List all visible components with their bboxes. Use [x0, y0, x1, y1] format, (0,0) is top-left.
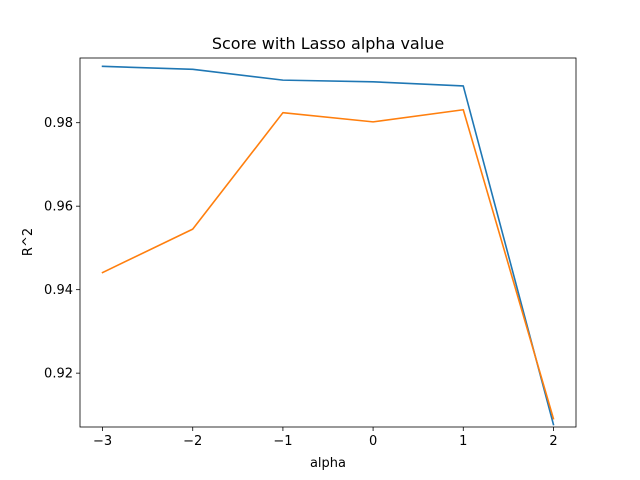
chart-title: Score with Lasso alpha value	[212, 34, 444, 53]
axes-frame	[79, 57, 577, 428]
series-line-1	[101, 65, 555, 426]
x-axis-ticks: −3 −2 −1 0 1 2	[93, 427, 558, 449]
x-tick-label: 0	[369, 434, 377, 449]
plot-area	[80, 58, 576, 427]
x-tick-label: 1	[459, 434, 467, 449]
x-tick-label: −1	[273, 434, 292, 449]
y-tick-label: 0.94	[44, 283, 73, 298]
x-tick-label: −3	[93, 434, 112, 449]
series-line-2	[101, 108, 555, 420]
x-tick-label: 2	[549, 434, 557, 449]
y-tick-label: 0.92	[44, 367, 73, 382]
x-tick-label: −2	[183, 434, 202, 449]
y-tick-label: 0.98	[44, 116, 73, 131]
x-axis-label: alpha	[310, 456, 346, 471]
y-axis-label: R^2	[21, 228, 36, 256]
y-tick-label: 0.96	[44, 200, 73, 215]
y-axis-ticks: 0.92 0.94 0.96 0.98	[44, 116, 80, 382]
series-layer	[101, 65, 555, 426]
